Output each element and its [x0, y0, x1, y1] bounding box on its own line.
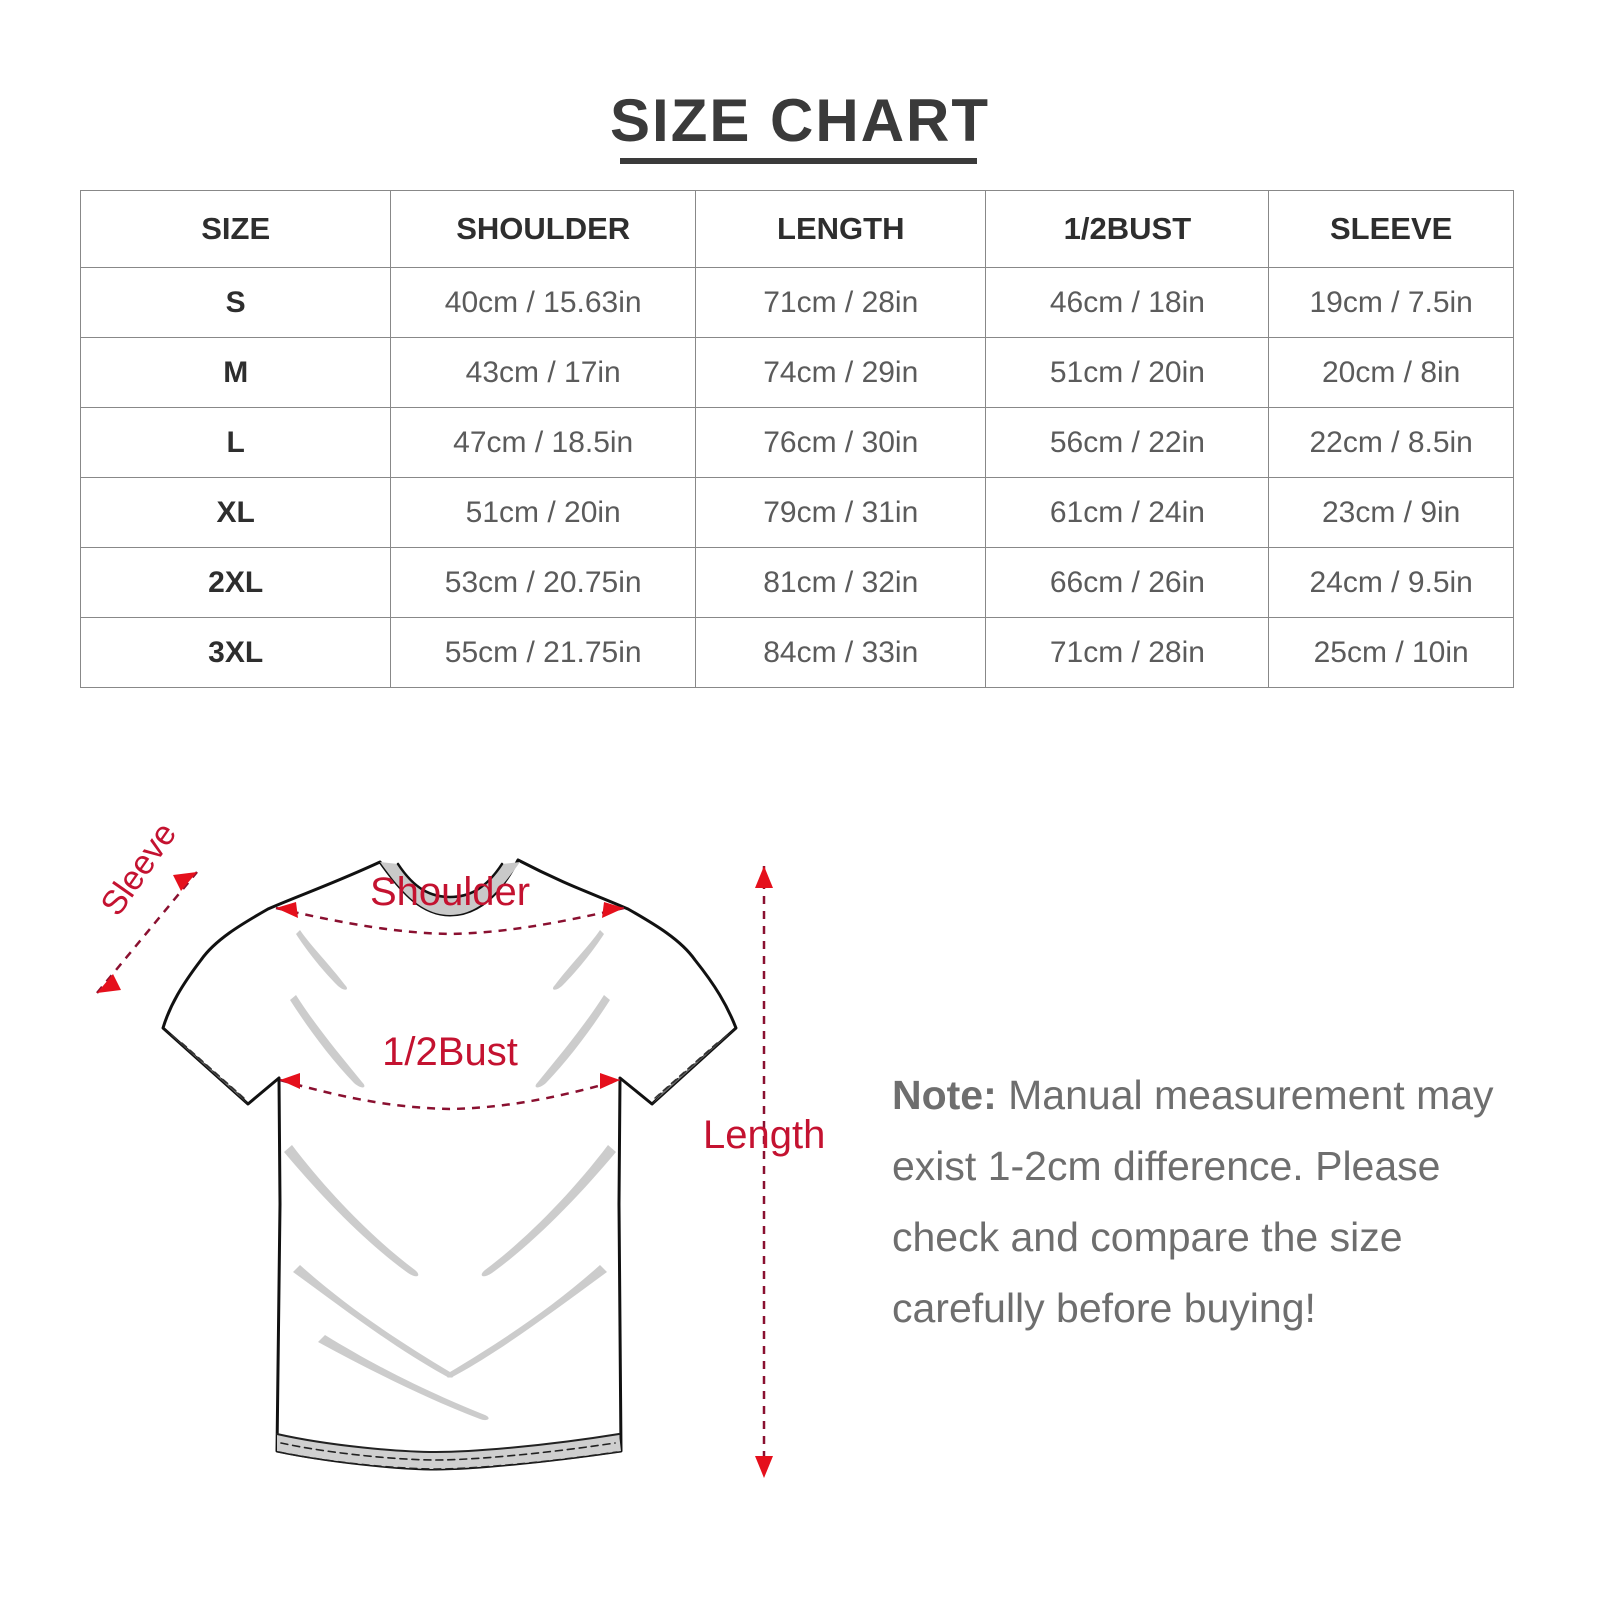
svg-text:Length: Length [703, 1113, 825, 1157]
svg-text:Shoulder: Shoulder [370, 870, 530, 914]
svg-text:Sleeve: Sleeve [93, 816, 184, 923]
svg-text:1/2Bust: 1/2Bust [382, 1030, 518, 1074]
